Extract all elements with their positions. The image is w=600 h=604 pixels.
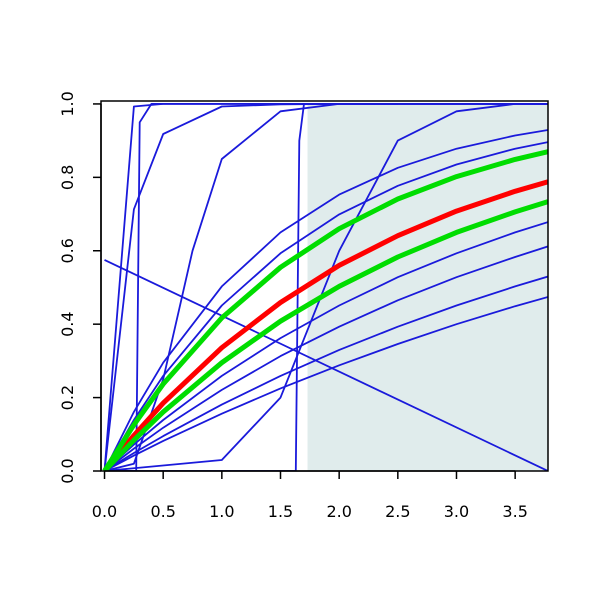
x-tick-label: 0.5: [150, 502, 175, 521]
y-tick-label: 0.0: [58, 458, 77, 483]
series-line: [104, 103, 548, 471]
series-line: [103, 141, 548, 471]
series-line: [104, 296, 548, 471]
x-tick-label: 2.5: [385, 502, 410, 521]
x-tick-label: 1.5: [268, 502, 293, 521]
series-line: [104, 275, 548, 471]
series-line: [104, 103, 398, 471]
series-line: [102, 199, 548, 471]
shaded-region: [307, 103, 548, 471]
series-line: [102, 149, 548, 471]
y-tick-label: 0.4: [58, 311, 77, 336]
y-tick-label: 1.0: [58, 91, 77, 116]
series-line: [103, 245, 548, 471]
plot-lines: [102, 103, 548, 471]
series-line: [104, 259, 548, 471]
y-tick-label: 0.8: [58, 165, 77, 190]
y-tick-label: 0.6: [58, 238, 77, 263]
x-tick-label: 1.0: [209, 502, 234, 521]
x-tick-label: 0.0: [92, 502, 117, 521]
x-tick-label: 2.0: [326, 502, 351, 521]
x-tick-label: 3.0: [444, 502, 469, 521]
x-tick-label: 3.5: [502, 502, 527, 521]
series-line: [102, 179, 548, 471]
series-line: [103, 129, 548, 471]
series-line: [104, 103, 548, 471]
y-tick-label: 0.2: [58, 385, 77, 410]
